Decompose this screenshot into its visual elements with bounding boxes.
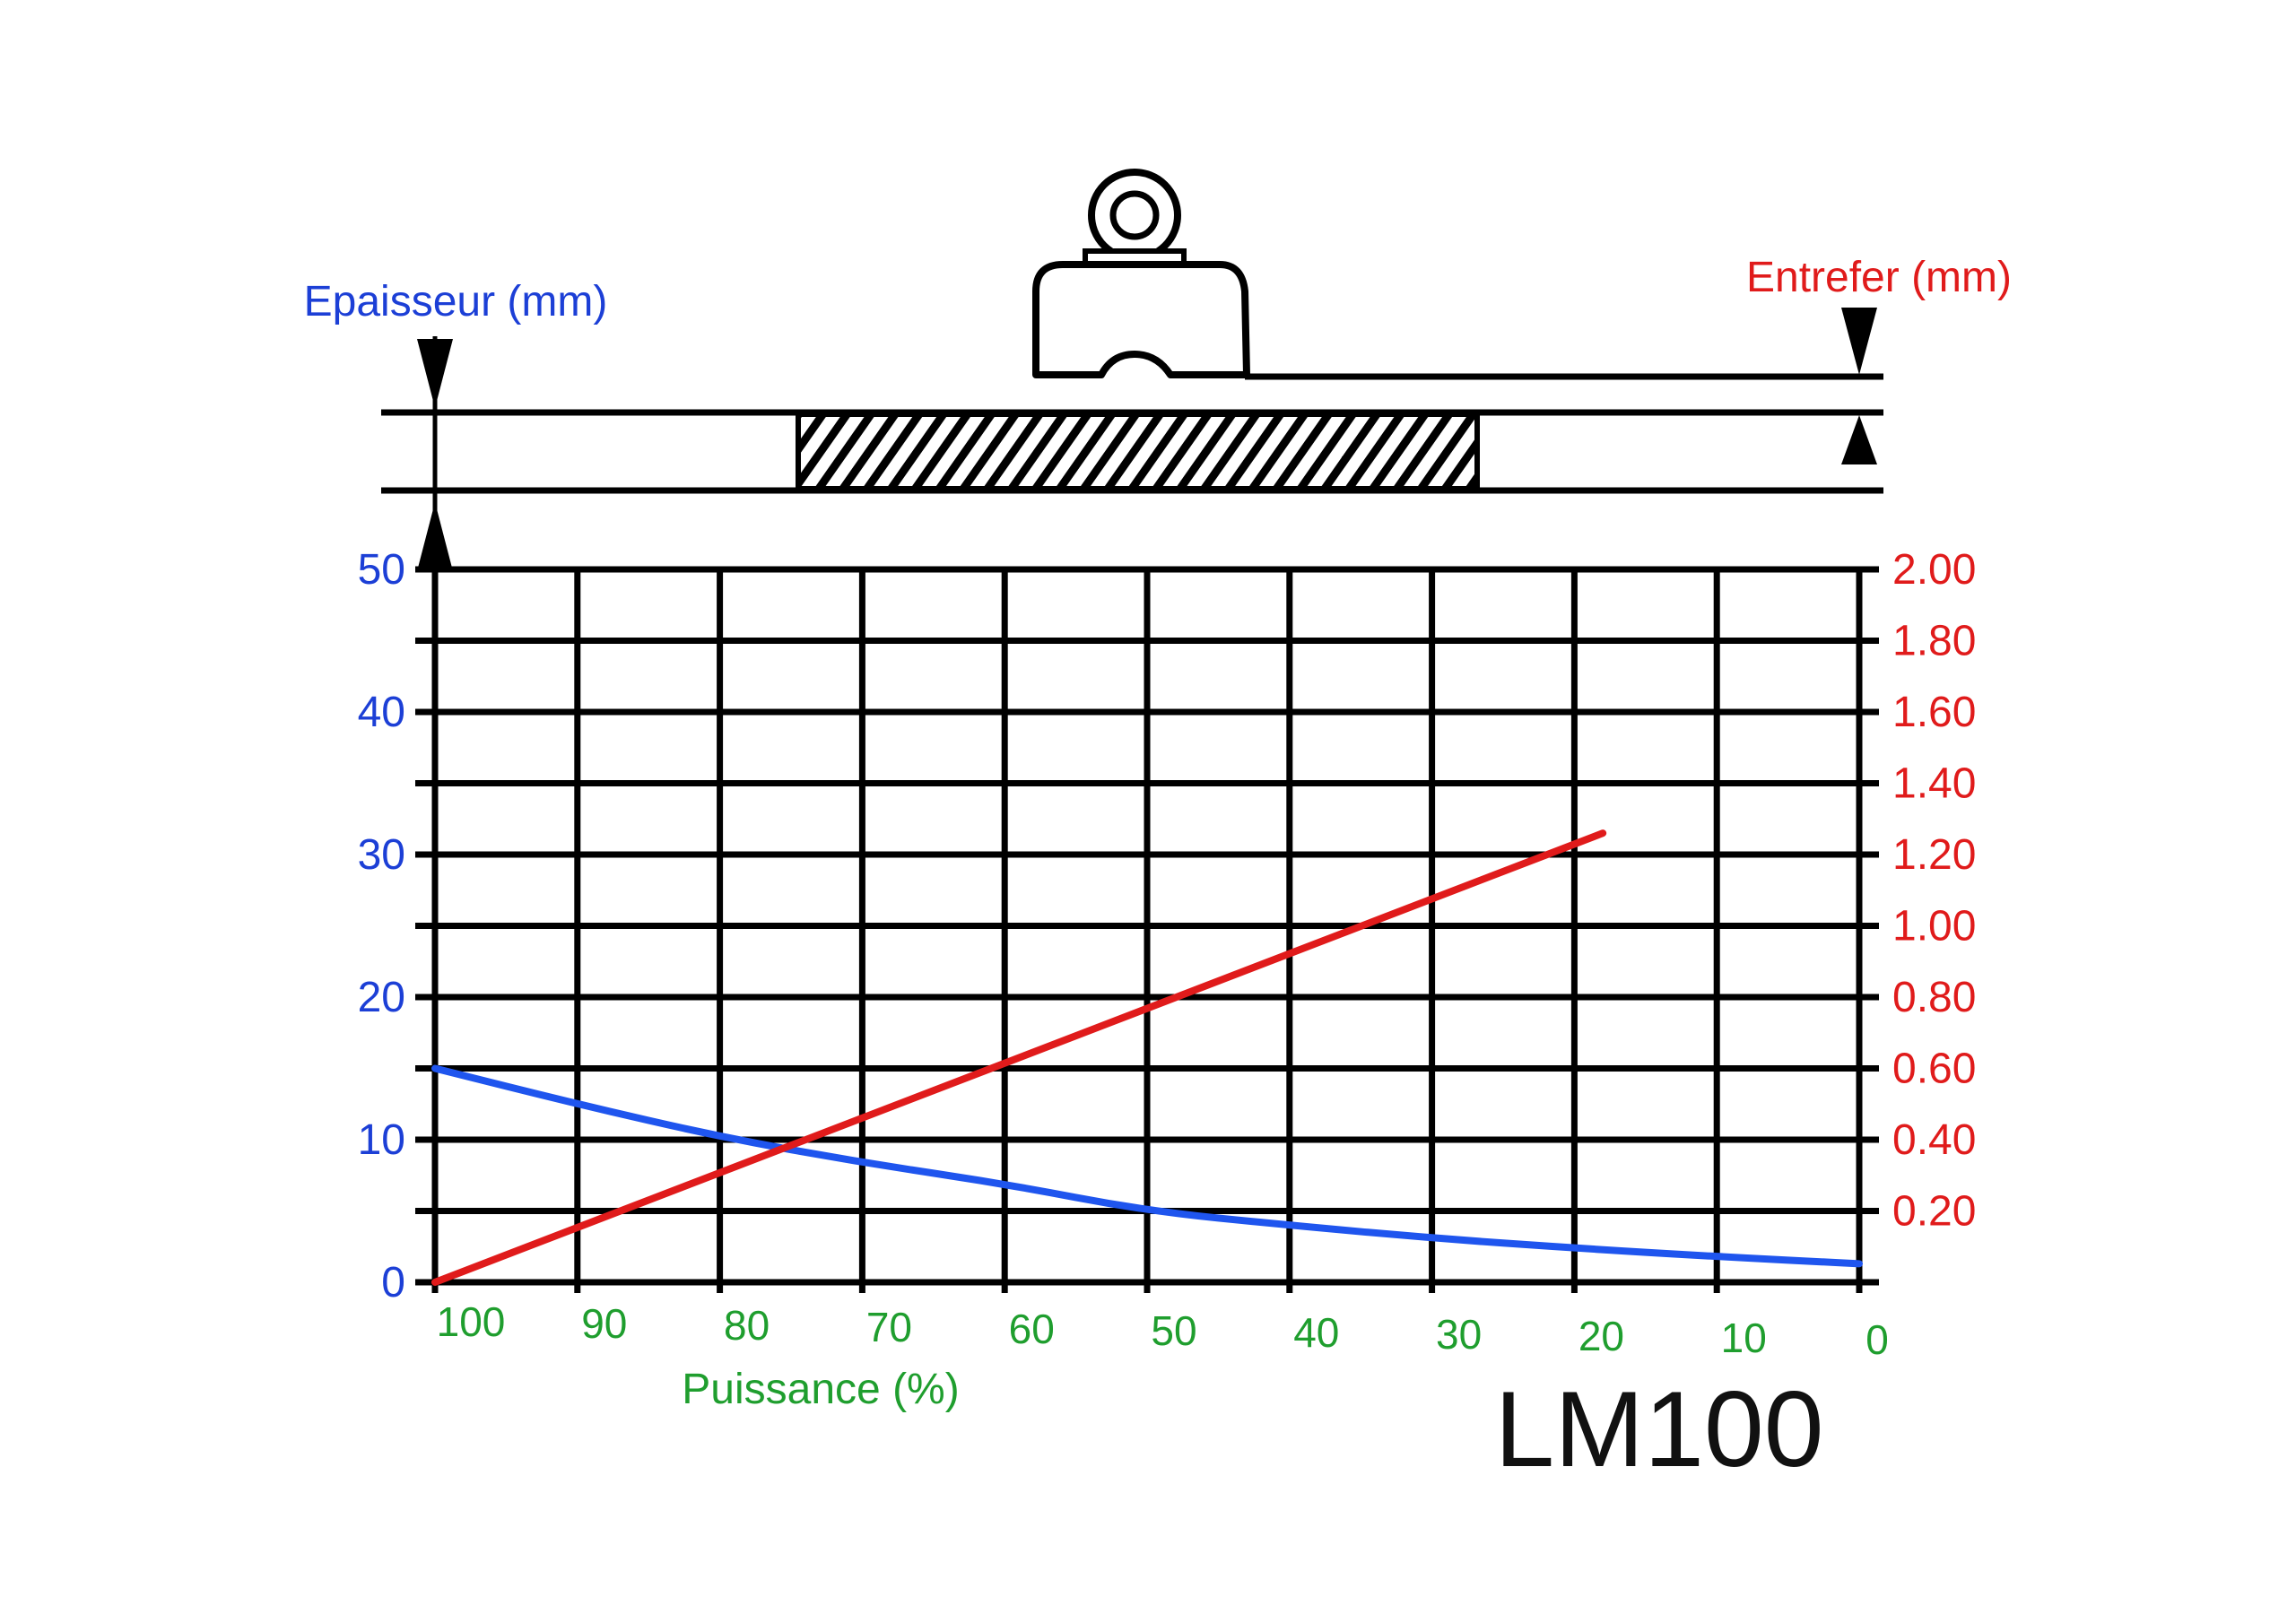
chart-grid bbox=[415, 566, 1879, 1293]
x-tick-label: 60 bbox=[1009, 1306, 1055, 1352]
series-line-entrefer bbox=[431, 829, 1607, 1286]
x-tick-labels: 100 90 80 70 60 50 40 30 20 10 0 bbox=[437, 1298, 1889, 1363]
right-tick-label: 1.80 bbox=[1892, 618, 1976, 665]
left-tick-label: 50 bbox=[358, 546, 405, 594]
hatched-workpiece-icon bbox=[796, 412, 1480, 491]
x-tick-label: 90 bbox=[581, 1300, 627, 1347]
lifting-eye-hole-icon bbox=[1109, 190, 1160, 240]
x-axis-label: Puissance (%) bbox=[682, 1366, 959, 1413]
right-tick-label: 0.20 bbox=[1892, 1188, 1976, 1236]
right-tick-label: 1.60 bbox=[1892, 689, 1976, 736]
left-tick-label: 20 bbox=[358, 974, 405, 1021]
left-tick-label: 0 bbox=[381, 1259, 405, 1306]
airgap-arrow-up-icon bbox=[1841, 415, 1877, 464]
x-tick-label: 40 bbox=[1293, 1309, 1339, 1356]
series-line-epaisseur bbox=[431, 1064, 1863, 1268]
right-axis-label: Entrefer (mm) bbox=[1746, 254, 2012, 301]
x-tick-label: 20 bbox=[1578, 1313, 1624, 1359]
x-tick-label: 100 bbox=[437, 1298, 506, 1345]
right-tick-label: 0.80 bbox=[1892, 974, 1976, 1021]
x-tick-label: 0 bbox=[1866, 1316, 1889, 1363]
thickness-arrow-up-icon bbox=[417, 502, 453, 571]
left-tick-label: 40 bbox=[358, 689, 405, 736]
x-tick-label: 50 bbox=[1151, 1307, 1196, 1354]
magnet-body-icon bbox=[1032, 261, 1250, 378]
airgap-arrow-down-icon bbox=[1841, 308, 1877, 375]
x-tick-label: 80 bbox=[724, 1302, 770, 1349]
lifting-eye-icon bbox=[1088, 169, 1181, 262]
x-tick-label: 10 bbox=[1721, 1315, 1767, 1361]
left-tick-labels: 0 10 20 30 40 50 bbox=[358, 546, 405, 1306]
left-tick-label: 30 bbox=[358, 831, 405, 879]
magnet-illustration bbox=[381, 169, 1883, 574]
right-tick-label: 1.00 bbox=[1892, 903, 1976, 950]
x-tick-label: 30 bbox=[1436, 1311, 1482, 1358]
right-tick-label: 1.40 bbox=[1892, 760, 1976, 808]
right-tick-label: 0.40 bbox=[1892, 1116, 1976, 1164]
chart-title: LM100 bbox=[1495, 1369, 1824, 1489]
right-tick-label: 2.00 bbox=[1892, 546, 1976, 594]
series-layer bbox=[431, 829, 1863, 1286]
thickness-arrow-down-icon bbox=[417, 339, 453, 408]
right-tick-label: 0.60 bbox=[1892, 1046, 1976, 1093]
x-tick-label: 70 bbox=[866, 1304, 912, 1350]
right-tick-label: 1.20 bbox=[1892, 831, 1976, 879]
left-axis-label: Epaisseur (mm) bbox=[304, 278, 608, 325]
right-tick-labels: 0.20 0.40 0.60 0.80 1.00 1.20 1.40 1.60 1.80 2.00 bbox=[1892, 546, 1976, 1236]
left-tick-label: 10 bbox=[358, 1116, 405, 1164]
